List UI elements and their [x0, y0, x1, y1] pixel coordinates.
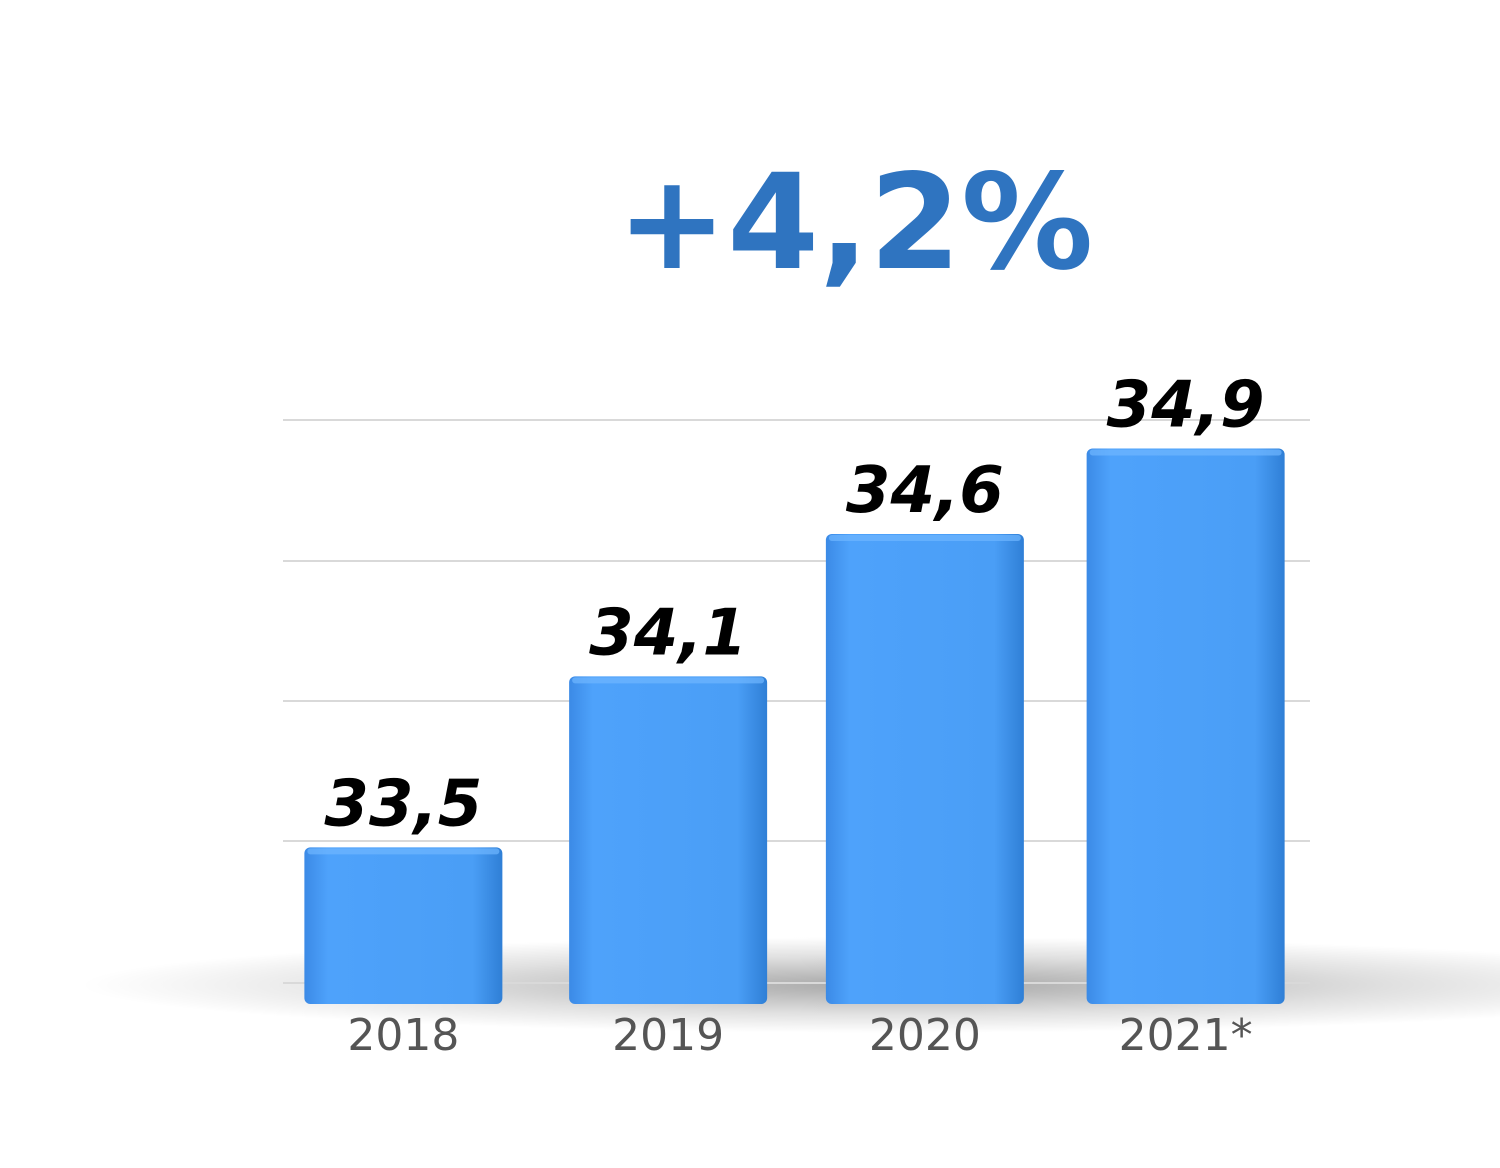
bar-2021*: [1086, 448, 1285, 1004]
bar-top-highlight: [1089, 449, 1282, 456]
x-tick-label: 2018: [347, 1010, 459, 1061]
bar-top-highlight: [828, 534, 1021, 541]
bar-2019: [569, 676, 768, 1004]
x-tick-label: 2019: [612, 1010, 724, 1061]
floor-shadow: [80, 937, 1500, 1033]
bars: [304, 448, 1285, 1004]
value-label: 33,5: [324, 767, 482, 841]
growth-headline: +4,2%: [617, 146, 1094, 300]
bar-2018: [304, 847, 503, 1004]
value-labels: 33,5 34,1 34,6 34,9: [324, 368, 1264, 841]
value-label: 34,6: [846, 454, 1004, 528]
bar-top-highlight: [307, 848, 500, 855]
value-label: 34,9: [1107, 368, 1265, 442]
bar-top-highlight: [572, 677, 765, 684]
bar-2020: [825, 533, 1024, 1004]
x-tick-label: 2020: [869, 1010, 981, 1061]
value-label: 34,1: [589, 596, 747, 670]
x-tick-labels: 2018 2019 2020 2021*: [347, 1010, 1252, 1061]
x-tick-label: 2021*: [1119, 1010, 1253, 1061]
